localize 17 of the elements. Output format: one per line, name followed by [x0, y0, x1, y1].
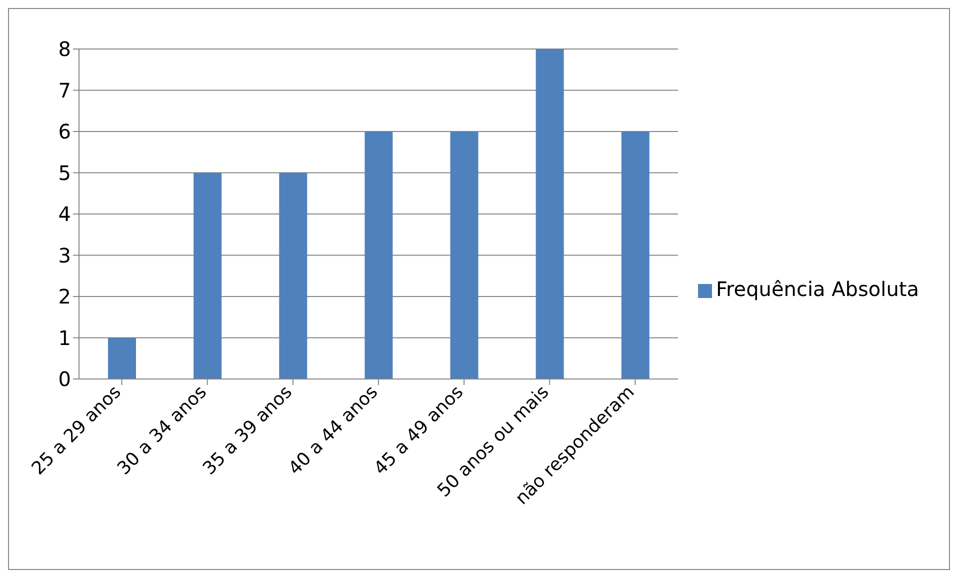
bar — [194, 172, 222, 379]
y-tick-label: 2 — [58, 284, 71, 309]
bar — [364, 132, 393, 379]
bar — [450, 132, 478, 379]
bar — [279, 172, 308, 379]
bar — [621, 132, 650, 379]
y-tick-label: 1 — [58, 326, 71, 350]
y-tick-label: 4 — [58, 202, 71, 226]
legend-label: Frequência Absoluta — [716, 277, 919, 301]
y-tick-label: 6 — [58, 120, 71, 144]
y-tick-label: 7 — [58, 78, 71, 102]
bar — [108, 338, 136, 379]
y-tick-label: 8 — [58, 37, 71, 62]
y-tick-label: 0 — [58, 367, 71, 392]
y-tick-label: 5 — [58, 160, 71, 185]
bar — [536, 49, 564, 379]
y-tick-label: 3 — [58, 243, 71, 268]
